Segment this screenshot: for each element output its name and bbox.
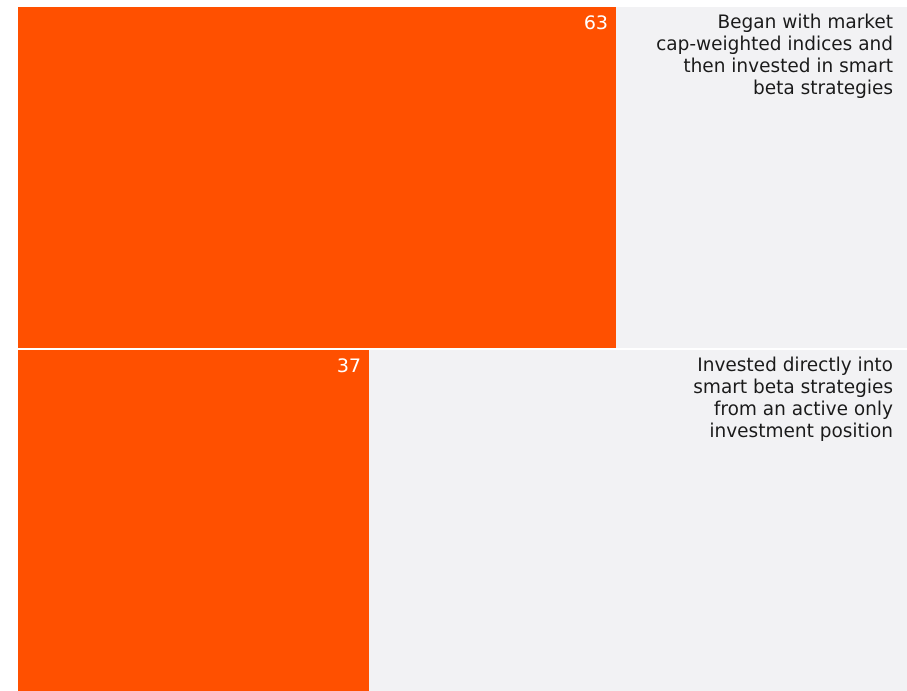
data-label-0: 63 [584,12,608,34]
data-label-1: 37 [337,355,361,377]
category-label-0: Began with market cap-weighted indices an… [656,12,893,99]
category-label-1: Invested directly into smart beta strateg… [693,355,893,442]
bar-0 [18,7,616,348]
bar-1 [18,350,369,691]
